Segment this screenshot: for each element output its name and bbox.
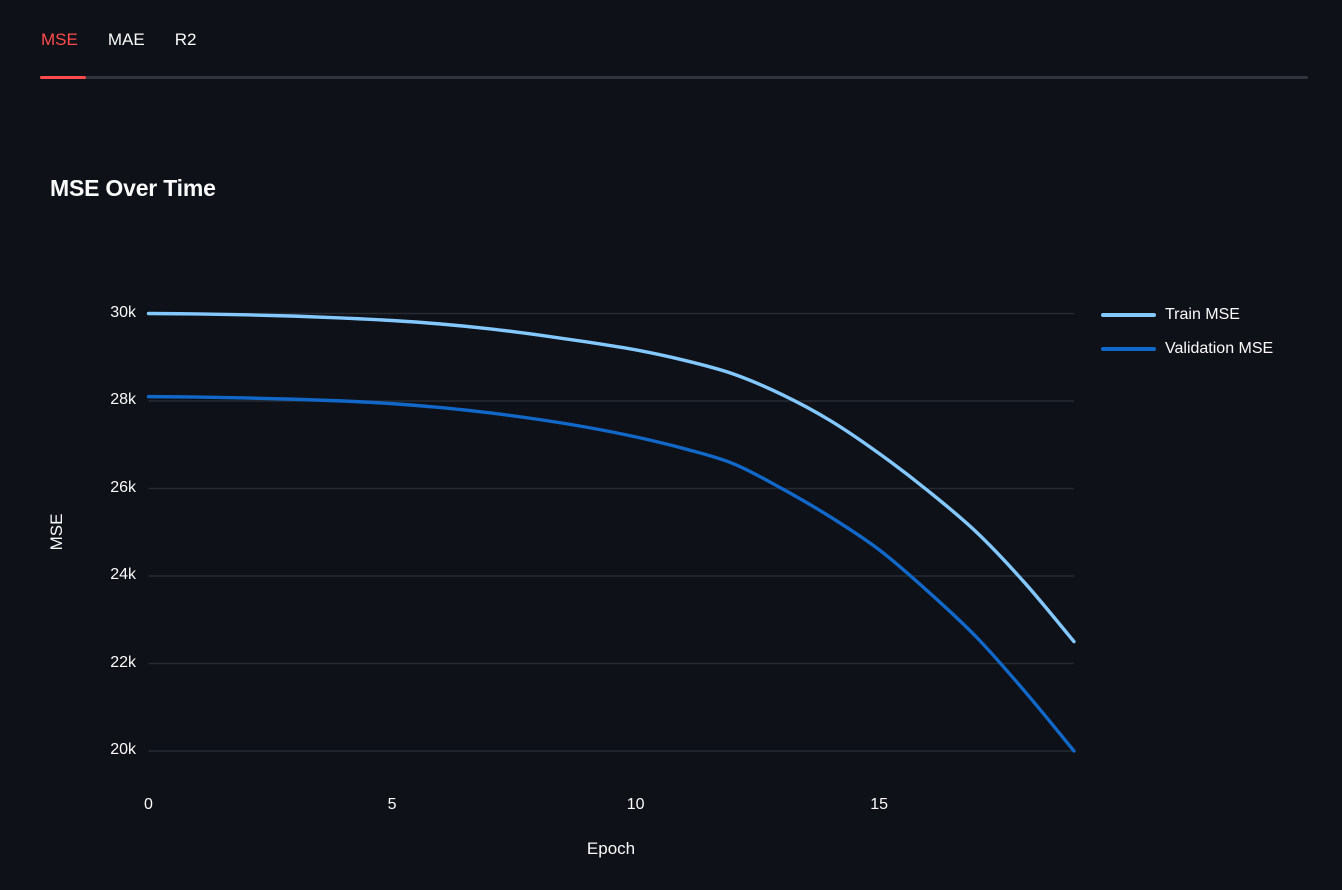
tab-divider bbox=[40, 76, 1308, 79]
tab-r2[interactable]: R2 bbox=[174, 30, 197, 49]
legend-swatch-train bbox=[1101, 312, 1156, 317]
series-line-train bbox=[146, 311, 1076, 644]
x-axis-title: Epoch bbox=[586, 839, 636, 858]
y-tick-label: 24k bbox=[110, 566, 136, 583]
tab-mse[interactable]: MSE bbox=[41, 30, 78, 49]
legend-label-validation: Validation MSE bbox=[1165, 339, 1274, 357]
legend: Train MSE Validation MSE bbox=[1101, 303, 1273, 360]
x-tick-label: 0 bbox=[144, 796, 153, 813]
legend-item-validation: Validation MSE bbox=[1101, 337, 1273, 360]
legend-item-train: Train MSE bbox=[1101, 303, 1273, 326]
tab-active-indicator bbox=[40, 76, 86, 79]
series-line-validation bbox=[146, 394, 1076, 753]
y-tick-label: 26k bbox=[110, 478, 136, 496]
legend-label-train: Train MSE bbox=[1165, 305, 1240, 323]
y-axis-title: MSE bbox=[47, 513, 66, 551]
x-tick-label: 5 bbox=[387, 796, 397, 813]
y-tick-label: 22k bbox=[110, 653, 136, 671]
tab-mae[interactable]: MAE bbox=[107, 30, 145, 49]
x-tick-label: 15 bbox=[870, 796, 889, 813]
y-tick-label: 20k bbox=[110, 741, 136, 758]
y-tick-label: 28k bbox=[110, 391, 136, 408]
y-tick-label: 30k bbox=[110, 303, 136, 321]
x-tick-label: 10 bbox=[626, 796, 645, 813]
legend-swatch-validation bbox=[1101, 346, 1156, 351]
chart-title: MSE Over Time bbox=[50, 175, 216, 201]
